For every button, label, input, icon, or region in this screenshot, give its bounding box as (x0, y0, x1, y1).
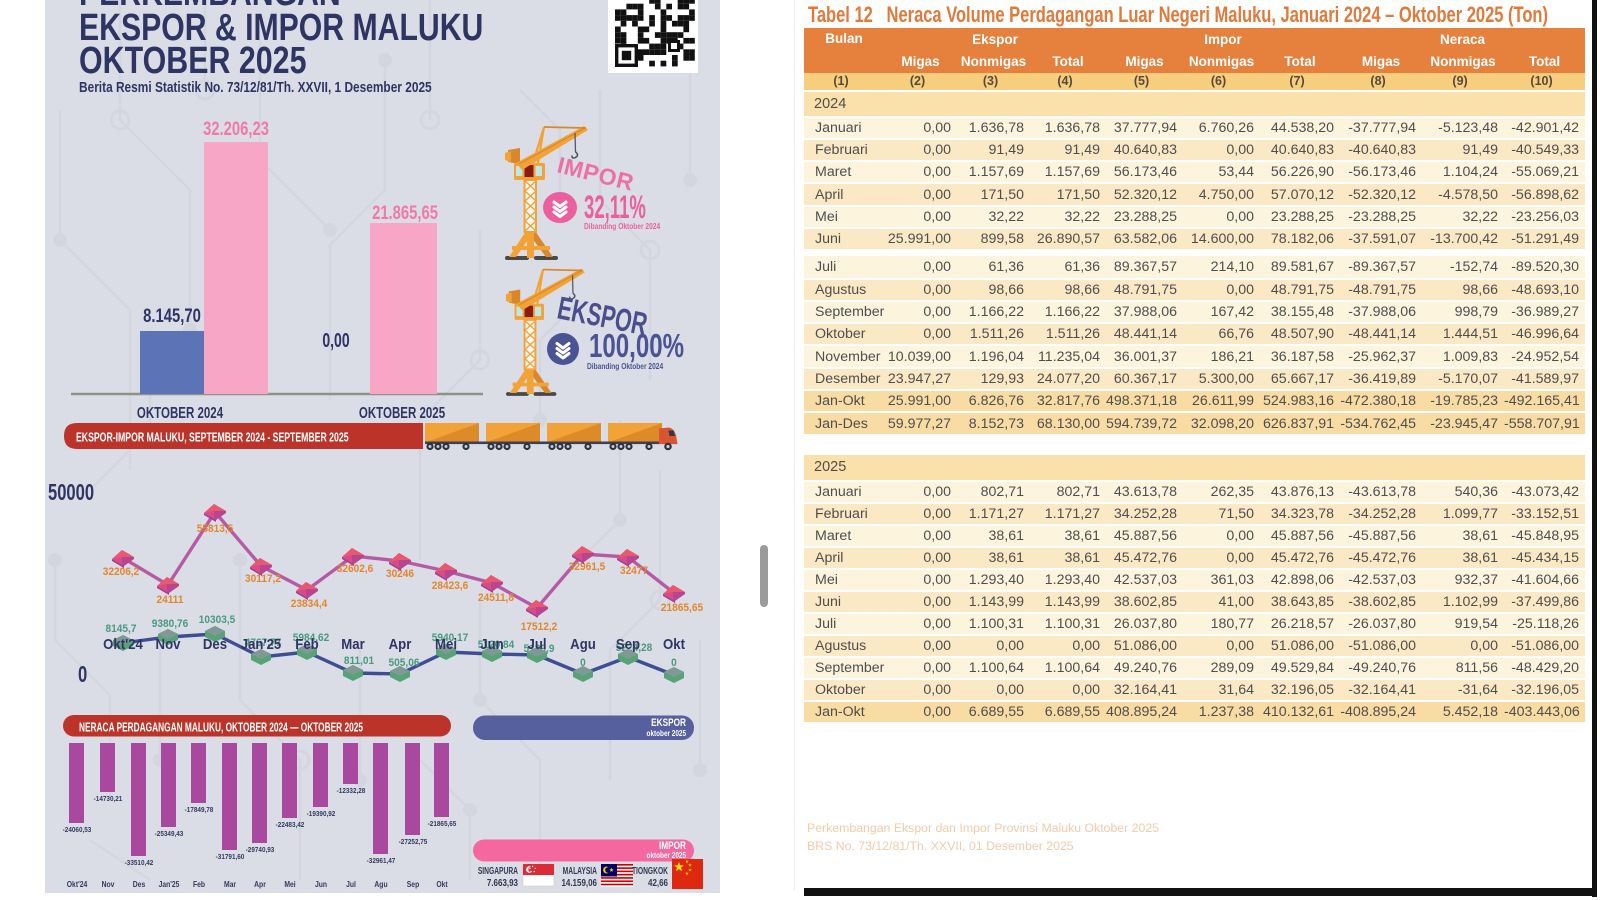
svg-text:NERACA PERDAGANGAN MALUKU, OKT: NERACA PERDAGANGAN MALUKU, OKTOBER 2024 … (79, 721, 363, 735)
svg-text:Jul: Jul (527, 635, 546, 652)
svg-text:Jun: Jun (315, 879, 327, 889)
svg-text:32602,6: 32602,6 (337, 563, 374, 575)
svg-text:100,00%: 100,00% (589, 328, 684, 365)
svg-text:Okt: Okt (663, 635, 685, 652)
svg-text:Okt: Okt (436, 879, 448, 889)
svg-text:28423,6: 28423,6 (432, 580, 469, 592)
svg-text:-22483,42: -22483,42 (276, 822, 305, 830)
svg-text:Sep: Sep (616, 635, 641, 652)
svg-text:Berita Resmi Statistik No. 73/: Berita Resmi Statistik No. 73/12/81/Th. … (79, 79, 432, 95)
svg-text:-21865,65: -21865,65 (428, 821, 457, 829)
svg-text:EKSPOR-IMPOR MALUKU, SEPTEMBER: EKSPOR-IMPOR MALUKU, SEPTEMBER 2024 - SE… (76, 431, 349, 445)
svg-text:-31791,60: -31791,60 (216, 854, 245, 862)
svg-text:32961,5: 32961,5 (569, 561, 606, 573)
svg-text:9380,76: 9380,76 (152, 618, 189, 630)
svg-text:SINGAPURA: SINGAPURA (478, 865, 518, 877)
svg-text:MALAYSIA: MALAYSIA (563, 865, 597, 877)
svg-text:55813,5: 55813,5 (197, 523, 234, 535)
svg-text:5120,84: 5120,84 (478, 639, 515, 651)
svg-text:Jul: Jul (346, 879, 356, 889)
svg-text:32.206,23: 32.206,23 (203, 117, 269, 140)
svg-text:Nov: Nov (102, 879, 116, 889)
svg-text:PERKEMBANGAN: PERKEMBANGAN (79, 0, 341, 14)
svg-text:-25349,43: -25349,43 (155, 831, 184, 839)
svg-text:505,06: 505,06 (389, 657, 420, 669)
svg-text:Okt'24: Okt'24 (67, 879, 88, 889)
svg-text:0: 0 (580, 657, 586, 669)
svg-text:EKSPOR: EKSPOR (651, 717, 686, 729)
svg-text:21865,65: 21865,65 (661, 602, 703, 614)
svg-text:oktober 2025: oktober 2025 (647, 728, 686, 738)
svg-text:-17849,78: -17849,78 (185, 807, 214, 815)
svg-text:oktober 2025: oktober 2025 (647, 850, 686, 860)
svg-text:Dibanding Oktober 2024: Dibanding Oktober 2024 (587, 361, 664, 371)
svg-text:30117,2: 30117,2 (245, 573, 281, 585)
svg-text:4767,77: 4767,77 (245, 637, 282, 649)
svg-text:5984,62: 5984,62 (293, 632, 330, 644)
svg-text:Mei: Mei (284, 879, 295, 889)
svg-text:OKTOBER 2024: OKTOBER 2024 (137, 403, 223, 421)
svg-text:Apr: Apr (254, 879, 266, 889)
svg-text:42,66: 42,66 (648, 877, 668, 888)
svg-text:IMPOR: IMPOR (659, 840, 686, 852)
svg-text:Mar: Mar (341, 635, 365, 652)
svg-text:811,01: 811,01 (344, 655, 374, 667)
svg-text:32477: 32477 (620, 565, 648, 577)
svg-text:-19390,92: -19390,92 (307, 811, 336, 819)
svg-text:21.865,65: 21.865,65 (372, 201, 438, 224)
svg-text:24511,8: 24511,8 (478, 592, 514, 604)
svg-text:Des: Des (203, 635, 227, 652)
svg-text:32206,2: 32206,2 (103, 566, 140, 578)
svg-text:7.663,93: 7.663,93 (487, 877, 518, 888)
svg-text:Mei: Mei (435, 635, 457, 652)
svg-text:-14730,21: -14730,21 (94, 796, 123, 804)
svg-text:24111: 24111 (157, 594, 184, 606)
svg-text:Nov: Nov (156, 635, 181, 652)
svg-text:Agu: Agu (570, 635, 596, 652)
svg-text:5940,17: 5940,17 (432, 632, 469, 644)
svg-text:Jun: Jun (480, 635, 503, 652)
svg-text:0: 0 (671, 657, 677, 669)
svg-text:0: 0 (78, 662, 87, 687)
svg-text:OKTOBER 2025: OKTOBER 2025 (79, 40, 307, 82)
svg-text:Mar: Mar (224, 879, 236, 889)
svg-text:0,00: 0,00 (322, 328, 349, 351)
svg-text:50000: 50000 (48, 480, 94, 505)
svg-text:8.145,70: 8.145,70 (143, 304, 201, 327)
svg-text:-24060,53: -24060,53 (63, 827, 92, 835)
svg-text:17512,2: 17512,2 (521, 621, 558, 633)
svg-text:23834,4: 23834,4 (291, 598, 328, 610)
svg-text:EKSPOR & IMPOR MALUKU: EKSPOR & IMPOR MALUKU (79, 7, 483, 49)
svg-text:Sep: Sep (407, 879, 420, 889)
svg-text:-27252,75: -27252,75 (399, 839, 428, 847)
svg-text:30246: 30246 (386, 568, 414, 580)
svg-text:Feb: Feb (295, 635, 319, 652)
svg-text:-32961,47: -32961,47 (367, 858, 396, 866)
svg-text:14.159,06: 14.159,06 (561, 877, 597, 888)
svg-text:10303,5: 10303,5 (199, 614, 236, 626)
svg-text:Feb: Feb (193, 879, 205, 889)
svg-text:Jan'25: Jan'25 (241, 635, 282, 652)
svg-text:-12332,28: -12332,28 (337, 788, 366, 796)
svg-text:Okt'24: Okt'24 (103, 635, 143, 652)
svg-text:Apr: Apr (389, 635, 412, 652)
svg-text:8145,7: 8145,7 (106, 623, 137, 635)
svg-text:-29740,93: -29740,93 (246, 847, 275, 855)
svg-text:Agu: Agu (374, 879, 388, 889)
svg-text:-33510,42: -33510,42 (125, 860, 154, 868)
svg-text:TIONGKOK: TIONGKOK (632, 865, 669, 877)
svg-text:Des: Des (133, 879, 145, 889)
svg-text:Jan'25: Jan'25 (159, 879, 180, 889)
svg-text:OKTOBER 2025: OKTOBER 2025 (359, 403, 445, 421)
svg-text:32,11%: 32,11% (584, 189, 646, 226)
svg-text:Dibanding Oktober 2024: Dibanding Oktober 2024 (584, 221, 661, 231)
